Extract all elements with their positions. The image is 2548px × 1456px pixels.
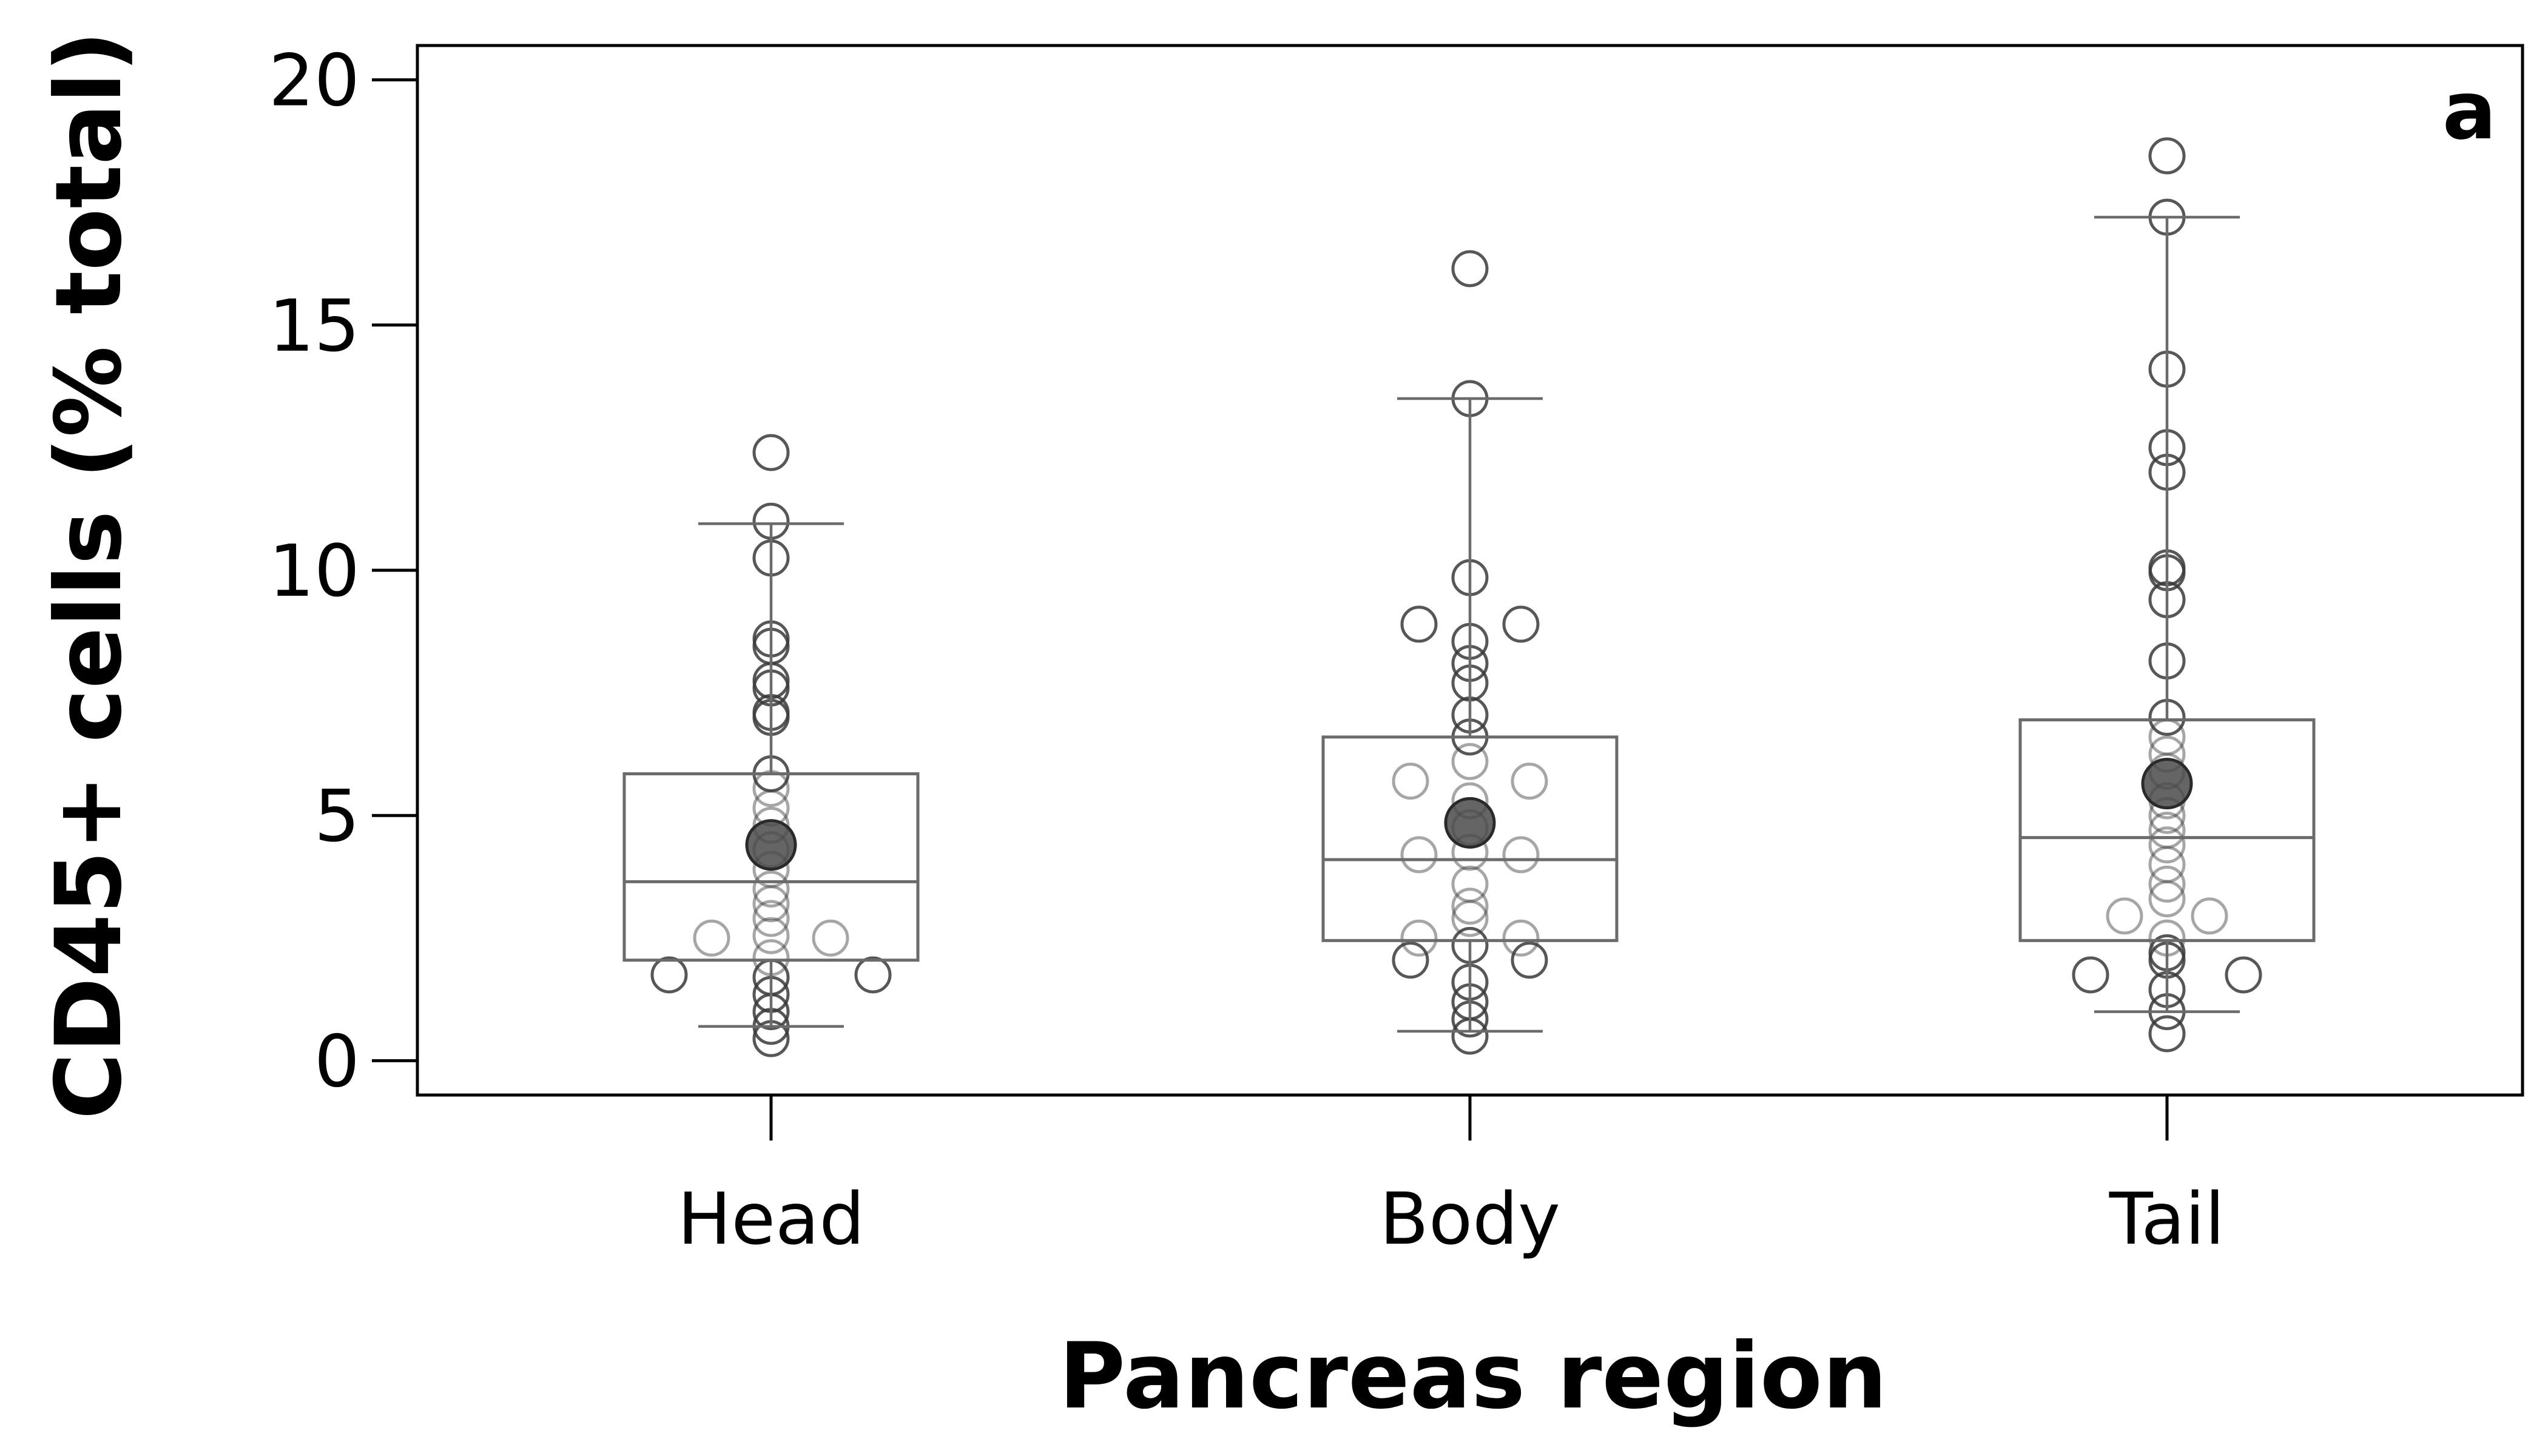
panel-label: a bbox=[2442, 64, 2496, 158]
y-tick-label: 20 bbox=[269, 39, 360, 123]
data-point bbox=[1511, 763, 1548, 800]
data-point bbox=[2148, 826, 2186, 864]
mean-marker bbox=[2141, 758, 2193, 810]
data-point bbox=[2225, 956, 2262, 994]
y-tick-label: 10 bbox=[269, 529, 360, 613]
y-axis: 0 5 10 15 20 bbox=[269, 39, 417, 1103]
iqr-box bbox=[1321, 735, 1619, 942]
data-point bbox=[1400, 605, 1438, 643]
x-tick-label: Tail bbox=[2109, 1177, 2225, 1261]
data-point bbox=[693, 919, 730, 957]
data-point bbox=[1451, 900, 1489, 937]
y-tick-label: 15 bbox=[269, 284, 360, 368]
data-point bbox=[2148, 865, 2186, 903]
data-point bbox=[2191, 897, 2228, 935]
data-point bbox=[2072, 956, 2109, 994]
data-point bbox=[752, 917, 790, 954]
data-point bbox=[1400, 836, 1438, 874]
data-point bbox=[752, 434, 790, 471]
data-point bbox=[1392, 763, 1429, 800]
x-tick-label: Head bbox=[678, 1177, 865, 1261]
data-point bbox=[2148, 1015, 2186, 1053]
mean-marker bbox=[1444, 797, 1496, 849]
y-axis-title: CD45+ cells (% total) bbox=[36, 31, 142, 1120]
mean-marker bbox=[745, 819, 797, 871]
means-layer bbox=[745, 758, 2193, 871]
data-point bbox=[854, 956, 892, 994]
data-point bbox=[2148, 137, 2186, 175]
data-point bbox=[812, 919, 849, 957]
data-point bbox=[1451, 250, 1489, 288]
data-point bbox=[1502, 919, 1540, 957]
data-point bbox=[752, 900, 790, 937]
data-point bbox=[752, 870, 790, 908]
x-axis: Head Body Tail bbox=[678, 1095, 2225, 1261]
iqr-box bbox=[2018, 718, 2316, 942]
data-point bbox=[1502, 836, 1540, 874]
data-point bbox=[2106, 897, 2143, 935]
data-point bbox=[1392, 942, 1429, 979]
data-point bbox=[1511, 942, 1548, 979]
data-point bbox=[1451, 743, 1489, 780]
data-point bbox=[2148, 880, 2186, 918]
data-point bbox=[1451, 888, 1489, 925]
data-point bbox=[1502, 605, 1540, 643]
data-point bbox=[1400, 919, 1438, 957]
boxes-layer bbox=[622, 215, 2316, 1033]
data-point bbox=[650, 956, 688, 994]
y-tick-label: 0 bbox=[314, 1019, 360, 1103]
data-point bbox=[1451, 865, 1489, 903]
x-tick-label: Body bbox=[1380, 1177, 1560, 1261]
data-point bbox=[2148, 846, 2186, 883]
x-axis-title: Pancreas region bbox=[1059, 1324, 1887, 1429]
data-point bbox=[752, 770, 790, 807]
iqr-box bbox=[622, 772, 920, 962]
data-point bbox=[752, 885, 790, 923]
y-tick-label: 5 bbox=[314, 774, 360, 858]
data-point bbox=[2148, 811, 2186, 849]
